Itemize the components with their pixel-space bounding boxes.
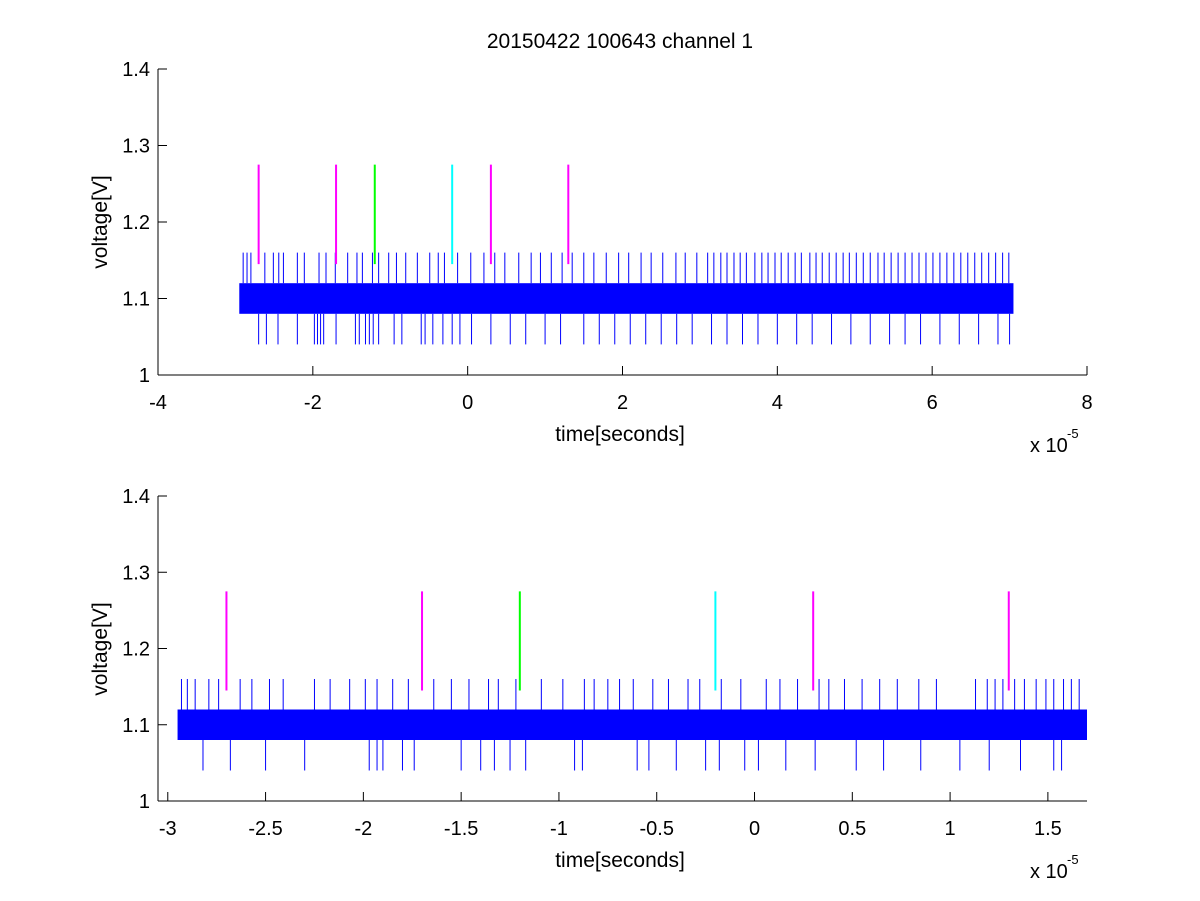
top-x-tick-label: 2: [617, 392, 628, 414]
top-x-exponent-power: -5: [1067, 426, 1079, 441]
top-x-tick-label: 8: [1081, 392, 1092, 414]
top-x-tick-label: 6: [927, 392, 938, 414]
bottom-x-tick-label: -2: [354, 818, 372, 840]
top-x-axis-label: time[seconds]: [555, 423, 685, 446]
bottom-signal-band: [177, 709, 1088, 740]
bottom-axes: [157, 495, 1087, 802]
bottom-y-tick-label: 1.3: [122, 562, 150, 584]
bottom-x-tick-label: 1: [945, 818, 956, 840]
bottom-y-tick-label: 1.1: [122, 715, 150, 737]
top-x-tick-label: 0: [462, 392, 473, 414]
bottom-x-tick-label: -1.5: [444, 818, 478, 840]
bottom-x-axis-label: time[seconds]: [555, 849, 685, 872]
bottom-x-exponent-power: -5: [1067, 852, 1079, 867]
bottom-event-markers: [225, 591, 1010, 691]
bottom-x-tick-label: 0: [749, 818, 760, 840]
bottom-subplot: -3 -2.5 -2 -1.5 -1 -0.5 0 0.5 1 1.511.11.21.31.4 …: [89, 486, 1088, 883]
bottom-y-tick-label: 1: [139, 791, 150, 813]
bottom-x-tick-label: -2.5: [248, 818, 282, 840]
top-signal-series: [239, 252, 1014, 345]
bottom-y-tick-label: 1.2: [122, 639, 150, 661]
bottom-x-tick-label: -3: [159, 818, 177, 840]
top-y-tick-label: 1: [139, 365, 150, 387]
top-y-tick-label: 1.4: [122, 59, 150, 81]
top-y-tick-label: 1.1: [122, 289, 150, 311]
top-y-tick-label: 1.2: [122, 212, 150, 234]
top-tick-labels: -4 -2 0 2 4 6 8 1 1.1 1.2 1.3 1.4: [122, 59, 1092, 414]
top-y-tick-label: 1.3: [122, 136, 150, 158]
bottom-x-tick-label: 1.5: [1034, 818, 1062, 840]
bottom-x-tick-label: -0.5: [639, 818, 673, 840]
top-subplot: 20150422 100643 channel 1 -4 -2 0 2 4 6 8 1 1.1 1…: [89, 30, 1093, 457]
top-chart-title: 20150422 100643 channel 1: [487, 30, 753, 53]
bottom-y-axis-label: voltage[V]: [89, 602, 112, 695]
top-x-tick-label: -2: [304, 392, 322, 414]
bottom-x-exponent-label: x 10: [1030, 861, 1068, 883]
bottom-tick-labels: -3 -2.5 -2 -1.5 -1 -0.5 0 0.5 1 1.5 1 1.1 1.2 1.3 1.4: [122, 486, 1062, 840]
bottom-signal-series: [177, 679, 1088, 771]
top-event-markers: [257, 164, 570, 265]
top-x-tick-label: 4: [772, 392, 783, 414]
top-axes: [157, 68, 1088, 376]
top-x-exponent-label: x 10: [1030, 435, 1068, 457]
top-y-axis-label: voltage[V]: [89, 175, 112, 268]
top-x-tick-label: -4: [149, 392, 167, 414]
bottom-x-tick-label: -1: [550, 818, 568, 840]
top-signal-band: [239, 283, 1014, 314]
bottom-x-tick-label: 0.5: [838, 818, 866, 840]
bottom-y-tick-label: 1.4: [122, 486, 150, 508]
